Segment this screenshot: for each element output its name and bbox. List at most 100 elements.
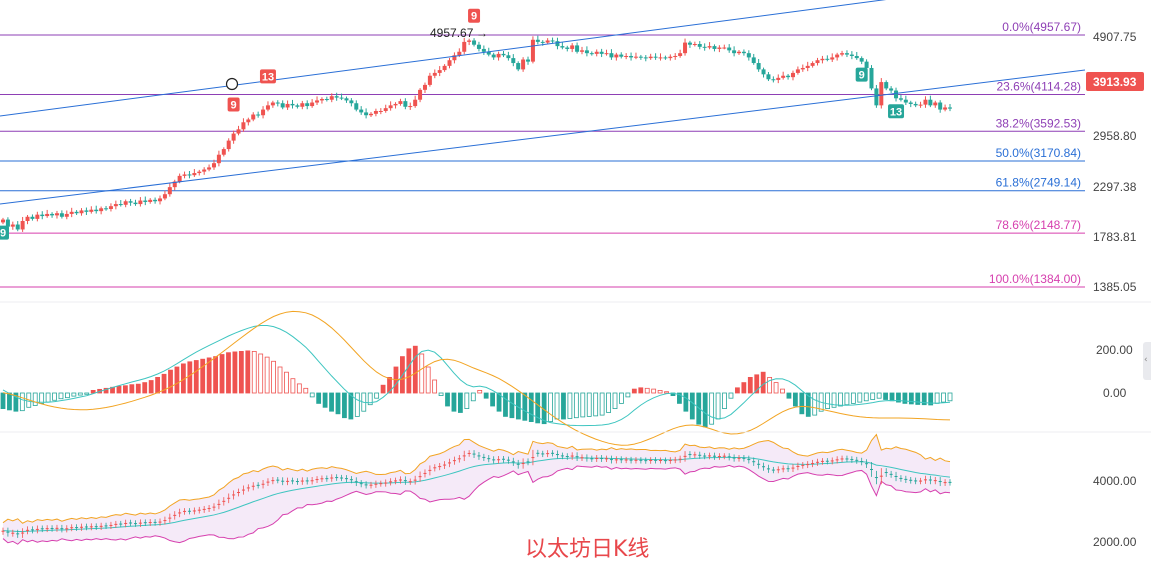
candle-body bbox=[766, 74, 771, 80]
candle-body bbox=[437, 70, 442, 73]
macd-bar bbox=[135, 383, 141, 394]
macd-bar bbox=[232, 351, 238, 394]
macd-bar bbox=[277, 366, 283, 394]
macd-bar bbox=[857, 392, 863, 403]
candle-body bbox=[535, 39, 540, 42]
candle-body bbox=[153, 199, 158, 202]
macd-bar bbox=[831, 392, 837, 408]
candle-body bbox=[844, 53, 849, 55]
macd-pane[interactable] bbox=[0, 310, 953, 446]
price-tick-2958: 2958.80 bbox=[1093, 129, 1137, 143]
candle-body bbox=[727, 47, 732, 51]
macd-bar bbox=[728, 392, 734, 399]
macd-axis: 200.00 0.00 bbox=[1096, 343, 1133, 400]
candle-body bbox=[938, 102, 943, 110]
candle-body bbox=[319, 99, 324, 101]
candle-body bbox=[771, 79, 776, 81]
macd-bar bbox=[780, 388, 785, 394]
candle-body bbox=[177, 175, 182, 182]
candle-body bbox=[300, 103, 305, 107]
candle-body bbox=[800, 67, 805, 70]
candle-body bbox=[187, 174, 192, 176]
macd-bar bbox=[148, 380, 154, 394]
last-price-value: 3913.93 bbox=[1093, 75, 1137, 89]
macd-bar bbox=[374, 392, 380, 399]
macd-bar bbox=[142, 382, 148, 394]
candle-body bbox=[678, 53, 683, 56]
candle-body bbox=[781, 75, 786, 78]
macd-bar bbox=[348, 392, 354, 420]
candle-body bbox=[285, 103, 290, 108]
candle-body bbox=[933, 102, 938, 106]
macd-bar bbox=[354, 392, 360, 417]
macd-bar bbox=[245, 350, 251, 394]
candle-body bbox=[697, 44, 702, 47]
trendline-anchor[interactable] bbox=[225, 77, 239, 91]
macd-bar bbox=[773, 382, 779, 394]
candle-body bbox=[599, 51, 604, 54]
channel-lower-line bbox=[0, 69, 1086, 205]
candle-body bbox=[354, 103, 359, 110]
candle-body bbox=[633, 56, 638, 58]
macd-bar bbox=[838, 392, 843, 407]
candle-body bbox=[5, 219, 10, 227]
macd-bar bbox=[271, 360, 276, 394]
boll-tick-2000: 2000.00 bbox=[1093, 535, 1137, 549]
bollinger-pane[interactable] bbox=[1, 433, 952, 545]
macd-bar bbox=[709, 392, 715, 425]
macd-bar bbox=[251, 350, 257, 394]
candle-body bbox=[324, 99, 329, 101]
macd-bar bbox=[554, 392, 560, 420]
candle-body bbox=[928, 99, 933, 106]
macd-bar bbox=[322, 392, 328, 408]
macd-bar bbox=[702, 392, 708, 428]
candle-body bbox=[383, 108, 388, 111]
price-axis[interactable]: 4907.75 2958.80 2297.38 1783.81 1385.05 bbox=[1093, 30, 1137, 294]
candle-body bbox=[653, 56, 658, 58]
candle-body bbox=[579, 50, 584, 52]
boll-band-fill bbox=[3, 434, 950, 545]
td-sequential-markers: 9 9 13 9 9 13 bbox=[0, 8, 905, 240]
candle-body bbox=[707, 46, 712, 48]
side-panel-handle[interactable]: ‹ bbox=[1143, 342, 1151, 380]
candle-body bbox=[30, 216, 35, 219]
macd-bar bbox=[535, 392, 541, 424]
macd-bar bbox=[567, 392, 573, 419]
fibonacci-levels: 0.0%(4957.67) 23.6%(4114.28) 38.2%(3592.53… bbox=[0, 20, 1085, 288]
macd-bar bbox=[90, 389, 96, 394]
candle-body bbox=[265, 105, 270, 110]
macd-bar bbox=[902, 392, 908, 404]
candle-body bbox=[786, 75, 791, 78]
candle-body bbox=[162, 194, 167, 199]
candle-body bbox=[663, 57, 668, 59]
macd-bar bbox=[129, 384, 135, 394]
macd-bar bbox=[258, 353, 264, 394]
macd-bar bbox=[921, 392, 927, 406]
candle-body bbox=[481, 48, 486, 52]
macd-bar bbox=[335, 392, 341, 415]
macd-bar bbox=[722, 392, 727, 410]
macd-dif-line bbox=[2, 325, 951, 427]
candle-body bbox=[388, 105, 393, 109]
candle-body bbox=[393, 103, 398, 106]
macd-bar bbox=[767, 376, 773, 394]
macd-bar bbox=[947, 392, 953, 402]
macd-bar bbox=[52, 392, 57, 401]
candle-body bbox=[526, 59, 531, 62]
candle-body bbox=[923, 99, 928, 105]
candle-body bbox=[99, 208, 104, 212]
macd-bar bbox=[329, 392, 334, 412]
candle-body bbox=[889, 88, 894, 91]
candle-body bbox=[746, 53, 751, 58]
candle-body bbox=[202, 169, 207, 172]
macd-bar bbox=[548, 392, 553, 423]
macd-bar bbox=[870, 392, 876, 400]
macd-bar bbox=[445, 392, 450, 407]
macd-bar bbox=[889, 392, 895, 402]
candle-body bbox=[104, 208, 109, 210]
candle-body bbox=[211, 163, 216, 168]
candle-body bbox=[820, 58, 825, 61]
macd-bar bbox=[58, 392, 64, 400]
macd-bar bbox=[612, 392, 618, 410]
